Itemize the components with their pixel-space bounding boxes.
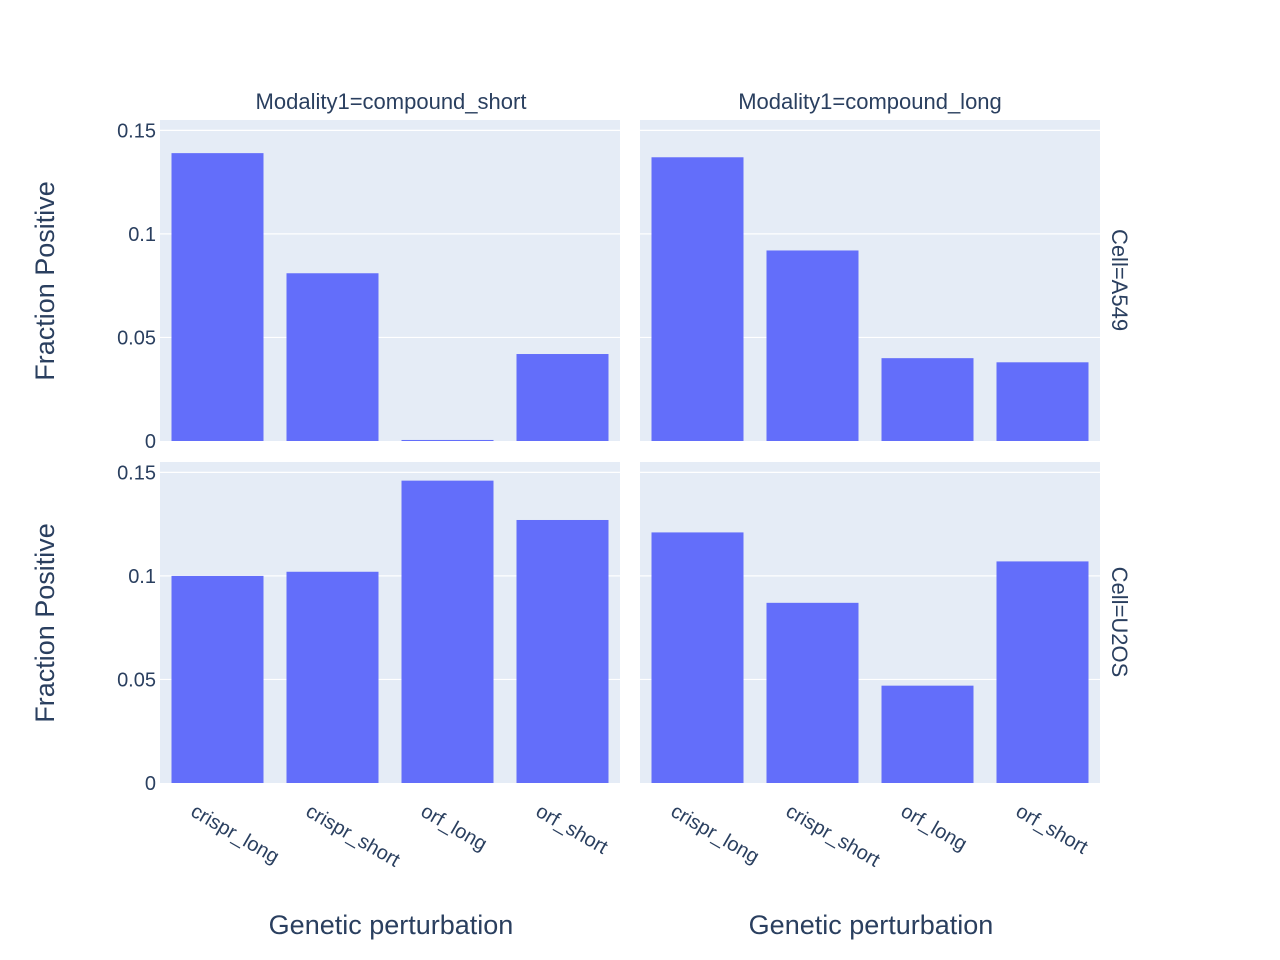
- bar-crispr-long: [171, 153, 264, 441]
- y-tick-label: 0.1: [128, 224, 156, 246]
- bar-orf-short: [996, 362, 1089, 441]
- y-tick-label: 0.05: [117, 327, 156, 349]
- y-tick-label: 0: [145, 773, 156, 795]
- y-tick-label: 0.15: [117, 462, 156, 484]
- bar-orf-long: [401, 439, 494, 441]
- bar-orf-long: [881, 685, 974, 783]
- bar-orf-short: [516, 519, 609, 783]
- bar-crispr-short: [766, 602, 859, 783]
- facet-row-label-a549: Cell=A549: [1107, 229, 1132, 331]
- bar-crispr-short: [286, 273, 379, 441]
- facet-column-label-compound-long: Modality1=compound_long: [738, 89, 1002, 114]
- bar-crispr-long: [651, 532, 744, 783]
- facet-column-label-compound-short: Modality1=compound_short: [256, 89, 527, 114]
- y-axis-title-top: Fraction Positive: [30, 181, 60, 381]
- bar-crispr-long: [171, 575, 264, 783]
- x-tick-label: crispr_short: [302, 800, 404, 872]
- x-tick-label: crispr_long: [667, 800, 763, 868]
- y-tick-label: 0: [145, 431, 156, 453]
- bar-orf-short: [516, 354, 609, 441]
- y-tick-label: 0.1: [128, 566, 156, 588]
- x-tick-label: crispr_long: [187, 800, 283, 868]
- bar-orf-short: [996, 561, 1089, 783]
- x-axis-title-left: Genetic perturbation: [269, 910, 514, 940]
- x-tick-label: orf_long: [897, 800, 971, 855]
- panel-r0-c0: 0 0.05 0.1 0.15: [117, 120, 620, 453]
- bar-crispr-long: [651, 157, 744, 442]
- x-axis-title-right: Genetic perturbation: [749, 910, 994, 940]
- bar-crispr-short: [286, 571, 379, 783]
- x-tick-label: orf_long: [417, 800, 491, 855]
- y-axis-title-bottom: Fraction Positive: [30, 523, 60, 723]
- bar-crispr-short: [766, 250, 859, 441]
- bar-orf-long: [881, 358, 974, 441]
- x-tick-label: orf_short: [1012, 800, 1092, 859]
- x-tick-label: orf_short: [532, 800, 612, 859]
- facet-row-label-u2os: Cell=U2OS: [1107, 567, 1132, 678]
- panel-r1-c0: 0 0.05 0.1 0.15 crispr_long crispr_short orf_l…: [117, 462, 620, 872]
- x-tick-label: crispr_short: [782, 800, 884, 872]
- panel-r1-c1: crispr_long crispr_short orf_long orf_short: [640, 462, 1100, 872]
- y-tick-label: 0.15: [117, 120, 156, 142]
- bar-orf-long: [401, 480, 494, 783]
- y-tick-label: 0.05: [117, 669, 156, 691]
- panel-r0-c1: [640, 120, 1100, 442]
